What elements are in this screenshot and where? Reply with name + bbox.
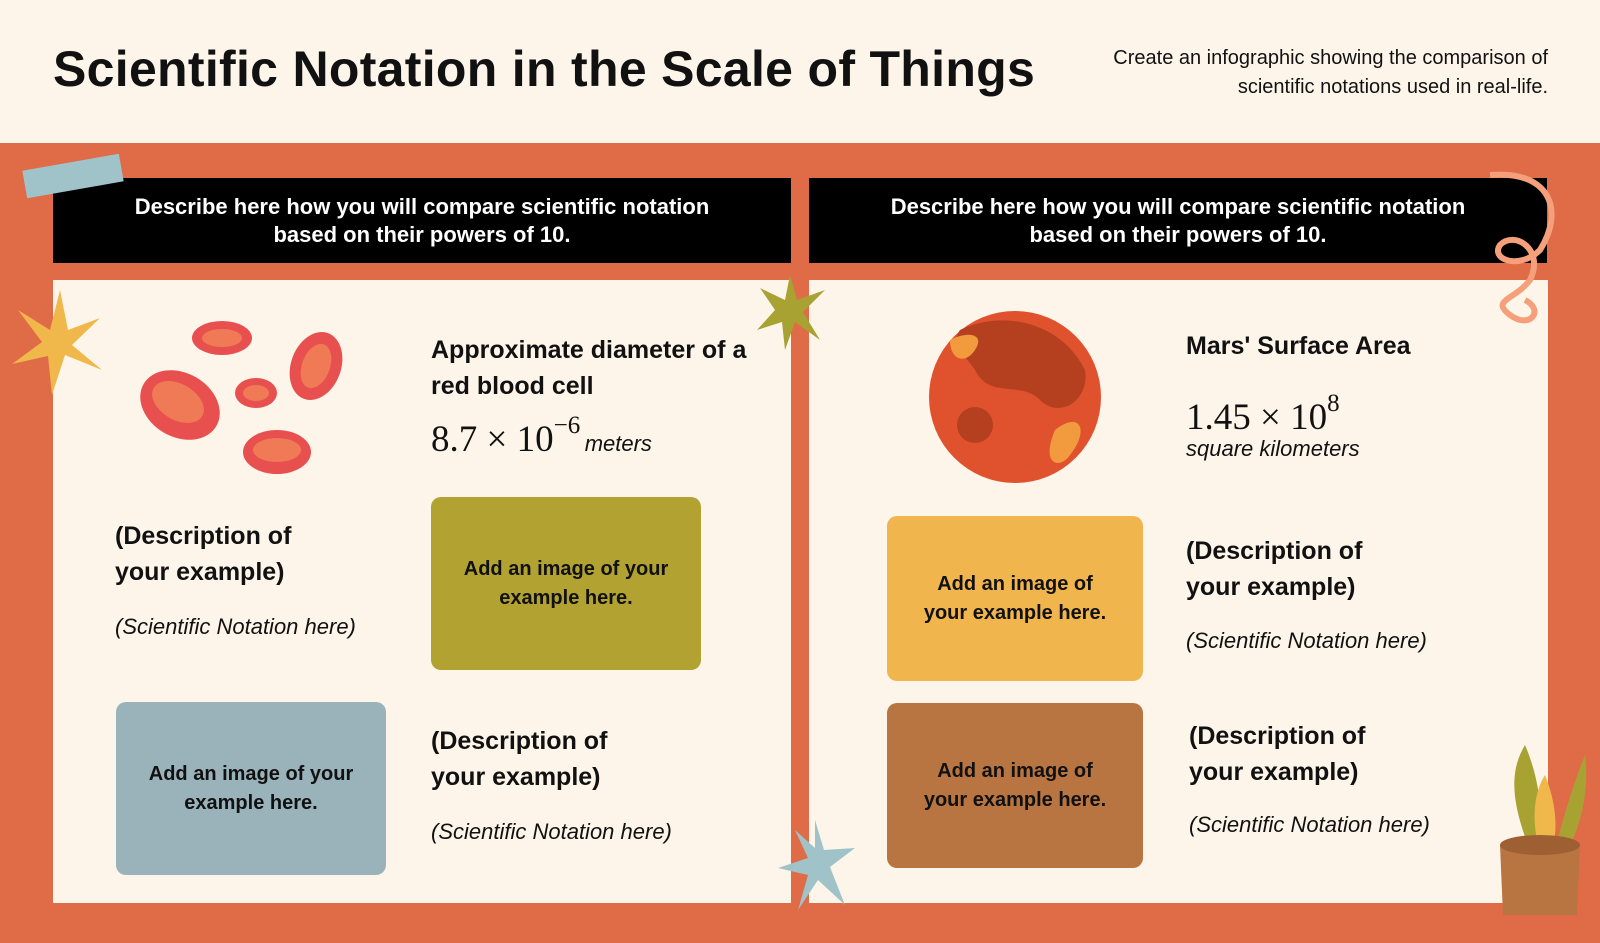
image-placeholder: Add an image of your example here. <box>887 516 1143 681</box>
subtitle: Create an infographic showing the compar… <box>1113 47 1548 98</box>
instruction: Describe here how you will compare scien… <box>890 193 1466 247</box>
instruction-bar: Describe here how you will compare scien… <box>53 178 791 263</box>
description: (Description of your example) <box>1189 722 1366 786</box>
tape <box>22 153 124 199</box>
feature-notation: 8.7 × 10−6 meters <box>431 412 652 461</box>
feature-notation: 1.45 × 108 <box>1186 390 1340 439</box>
feature-title: Mars' Surface Area <box>1186 332 1411 360</box>
image-placeholder-text: Add an image of your example here. <box>463 557 669 609</box>
notation-base: 1.45 × 10 <box>1186 397 1328 438</box>
image-placeholder-text: Add an image of your example here. <box>148 762 354 814</box>
header <box>0 0 1600 143</box>
notation-placeholder: (Scientific Notation here) <box>1189 812 1430 837</box>
star <box>12 290 102 395</box>
description: (Description of your example) <box>431 727 608 791</box>
description: (Description of your example) <box>1186 537 1363 601</box>
notation-base: 8.7 × 10 <box>431 419 554 460</box>
image-placeholder-text: Add an image of your example here. <box>923 759 1107 811</box>
unit: meters <box>584 431 652 456</box>
notation-placeholder: (Scientific Notation here) <box>115 614 356 639</box>
image-placeholder: Add an image of your example here. <box>431 497 701 670</box>
image-placeholder-text: Add an image of your example here. <box>923 572 1107 624</box>
image-placeholder: Add an image of your example here. <box>887 703 1143 868</box>
notation-placeholder: (Scientific Notation here) <box>1186 628 1427 653</box>
image-placeholder: Add an image of your example here. <box>116 702 386 875</box>
star <box>757 275 825 350</box>
notation-exponent: −6 <box>553 412 581 439</box>
feature-title: Approximate diameter of a red blood cell <box>431 336 747 400</box>
mars <box>929 311 1101 483</box>
blood-cells <box>140 321 343 474</box>
instruction-bar: Describe here how you will compare scien… <box>809 178 1547 263</box>
plant <box>1500 745 1587 915</box>
description: (Description of your example) <box>115 522 292 586</box>
unit: square kilometers <box>1186 436 1360 461</box>
divider <box>791 280 809 903</box>
ribbon <box>1489 171 1555 324</box>
notation-exponent: 8 <box>1327 390 1340 417</box>
notation-placeholder: (Scientific Notation here) <box>431 819 672 844</box>
star <box>778 820 855 910</box>
title: Scientific Notation in the Scale of Thin… <box>53 41 1036 97</box>
instruction: Describe here how you will compare scien… <box>134 193 710 247</box>
